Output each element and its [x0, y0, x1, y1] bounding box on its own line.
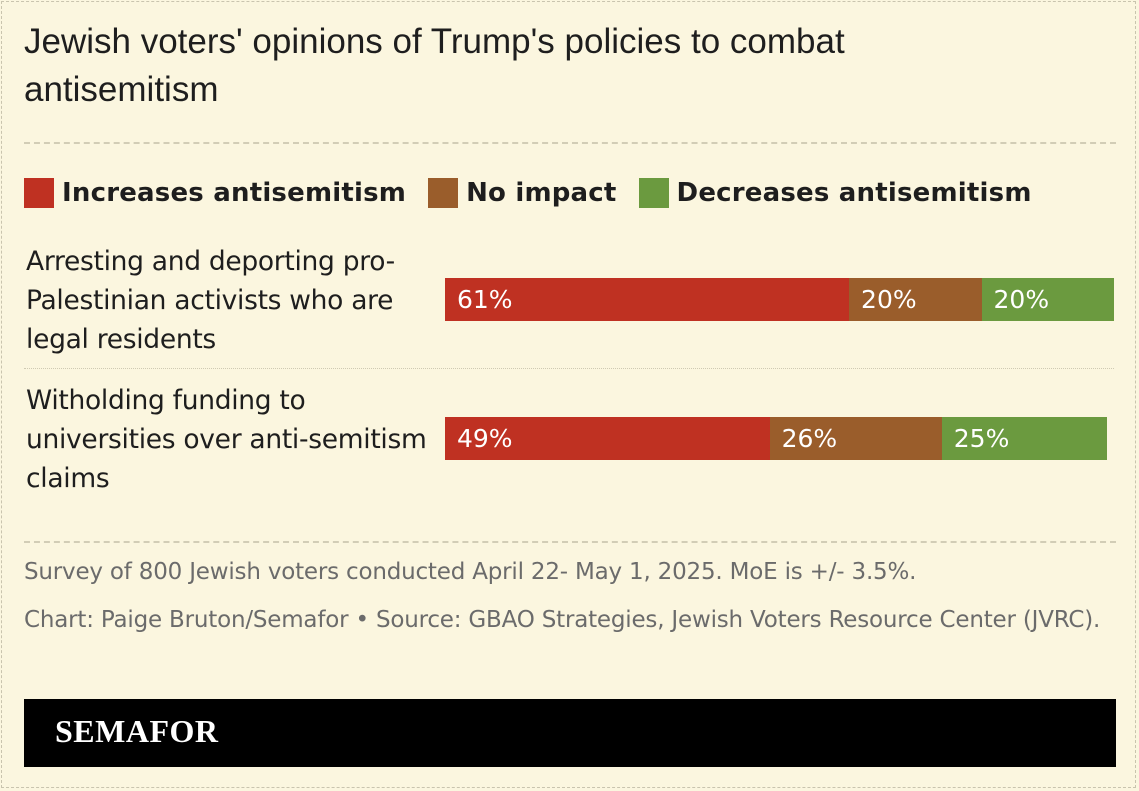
row-divider: [24, 368, 1114, 369]
row-label-arresting: Arresting and deporting pro- Palestinian…: [26, 242, 436, 359]
title-divider: [24, 142, 1116, 144]
semafor-logo: SEMAFOR: [55, 713, 219, 749]
legend-label-no-impact: No impact: [466, 178, 617, 208]
source-credit: Chart: Paige Bruton/Semafor • Source: GB…: [24, 607, 1101, 633]
notes-divider: [24, 541, 1116, 543]
row-label-line: Witholding funding to: [26, 385, 306, 416]
bar-segment-decreases: 25%: [941, 417, 1108, 460]
bar-segment-decreases: 20%: [981, 278, 1114, 321]
row-label-line: Arresting and deporting pro-: [26, 246, 395, 277]
bar-segment-no-impact: 20%: [849, 278, 982, 321]
survey-note: Survey of 800 Jewish voters conducted Ap…: [24, 559, 917, 585]
bar-segment-increases: 49%: [445, 417, 770, 460]
row-label-line: universities over anti-semitism: [26, 424, 427, 455]
bar-segment-no-impact: 26%: [769, 417, 942, 460]
legend: Increases antisemitism No impact Decreas…: [24, 175, 1054, 211]
legend-swatch-increases: [24, 178, 54, 208]
legend-swatch-decreases: [638, 178, 669, 208]
chart-title: Jewish voters' opinions of Trump's polic…: [24, 22, 845, 109]
row-label-line: Palestinian activists who are: [26, 285, 394, 316]
footer-bar: SEMAFOR: [24, 699, 1116, 767]
row-label-line: claims: [26, 463, 110, 494]
legend-item-decreases: Decreases antisemitism: [638, 178, 1032, 208]
legend-item-increases: Increases antisemitism: [24, 178, 406, 208]
row-label-witholding: Witholding funding to universities over …: [26, 381, 436, 498]
legend-label-increases: Increases antisemitism: [62, 178, 407, 208]
row-label-line: legal residents: [26, 324, 216, 355]
legend-swatch-no-impact: [428, 178, 459, 208]
legend-item-no-impact: No impact: [428, 178, 616, 208]
bar-segment-increases: 61%: [445, 278, 850, 321]
legend-label-decreases: Decreases antisemitism: [676, 178, 1032, 208]
